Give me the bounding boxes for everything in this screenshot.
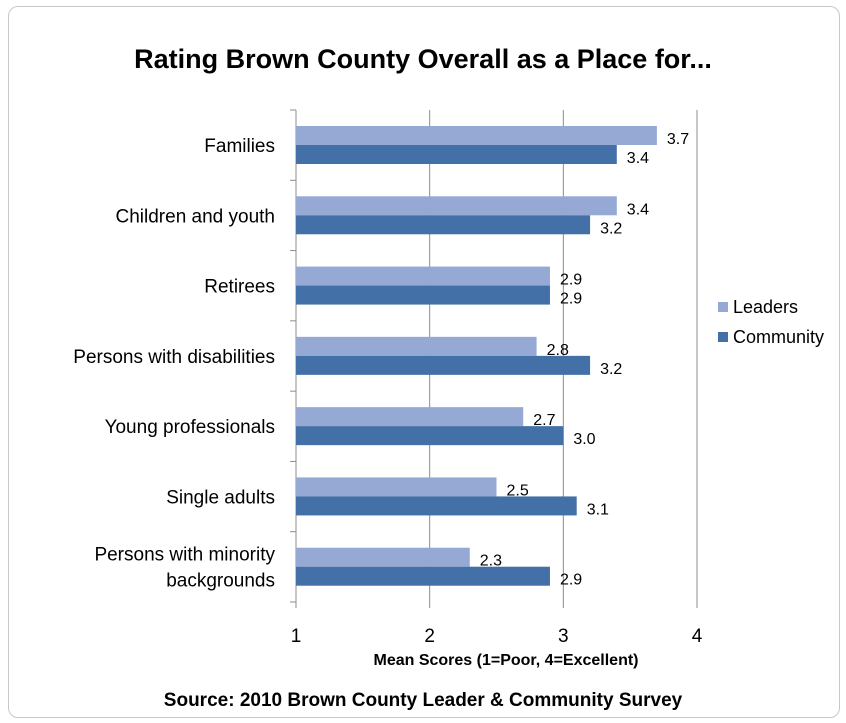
legend-label-community: Community [733, 326, 825, 347]
value-label: 3.4 [627, 150, 649, 167]
value-label: 3.7 [667, 131, 689, 148]
value-label: 2.8 [547, 342, 569, 359]
value-label: 3.0 [573, 431, 595, 448]
bar-community [296, 566, 550, 586]
category-label: Young professionals [105, 417, 275, 438]
category-label: Retirees [204, 277, 275, 298]
x-tick-label: 1 [291, 626, 302, 647]
category-label: Families [204, 136, 275, 157]
bar-community [296, 285, 550, 305]
x-tick-label: 2 [424, 626, 435, 647]
x-tick-label: 4 [692, 626, 703, 647]
bar-leaders [296, 336, 537, 356]
bar-leaders [296, 126, 657, 145]
bar-community [296, 145, 617, 164]
value-label: 2.3 [480, 553, 502, 570]
category-label: Persons with minority [94, 545, 275, 566]
bar-leaders [296, 477, 497, 497]
value-label: 2.9 [560, 291, 582, 308]
x-axis-title: Mean Scores (1=Poor, 4=Excellent) [373, 652, 639, 669]
category-label: Persons with disabilities [73, 347, 275, 368]
bar-leaders [296, 407, 524, 427]
value-label: 2.7 [533, 412, 555, 429]
value-label: 3.4 [627, 201, 649, 218]
value-label: 2.9 [560, 572, 582, 589]
value-label: 3.2 [600, 361, 622, 378]
legend-swatch-leaders [718, 302, 728, 312]
legend: Leaders Community [718, 296, 824, 356]
category-label: Children and youth [116, 206, 276, 227]
source-note: Source: 2010 Brown County Leader & Commu… [163, 690, 683, 711]
bar-community [296, 426, 564, 446]
x-tick-label: 3 [558, 626, 569, 647]
bar-leaders [296, 266, 550, 286]
bar-community [296, 355, 591, 375]
value-label: 3.2 [600, 220, 622, 237]
legend-item-community: Community [718, 326, 824, 348]
value-label: 2.9 [560, 272, 582, 289]
bar-leaders [296, 196, 617, 216]
bar-community [296, 496, 577, 516]
legend-label-leaders: Leaders [733, 296, 799, 317]
bar-community [296, 215, 591, 235]
value-label: 2.5 [507, 482, 529, 499]
chart-title: Rating Brown County Overall as a Place f… [134, 44, 712, 74]
category-label: backgrounds [166, 571, 275, 592]
category-label: Single adults [166, 487, 275, 508]
legend-swatch-community [718, 332, 728, 342]
bar-leaders [296, 547, 470, 567]
legend-item-leaders: Leaders [718, 296, 824, 318]
value-label: 3.1 [587, 501, 609, 518]
